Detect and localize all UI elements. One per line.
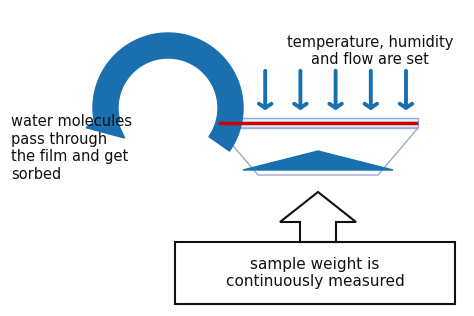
Bar	[175, 242, 455, 304]
Text: sample weight is
continuously measured: sample weight is continuously measured	[226, 257, 404, 289]
Polygon shape	[93, 33, 243, 151]
Text: water molecules
pass through
the film and get
sorbed: water molecules pass through the film an…	[11, 114, 133, 182]
Polygon shape	[243, 151, 393, 170]
Text: temperature, humidity
and flow are set: temperature, humidity and flow are set	[287, 35, 453, 67]
Bar	[218, 118, 418, 128]
Polygon shape	[86, 110, 125, 138]
